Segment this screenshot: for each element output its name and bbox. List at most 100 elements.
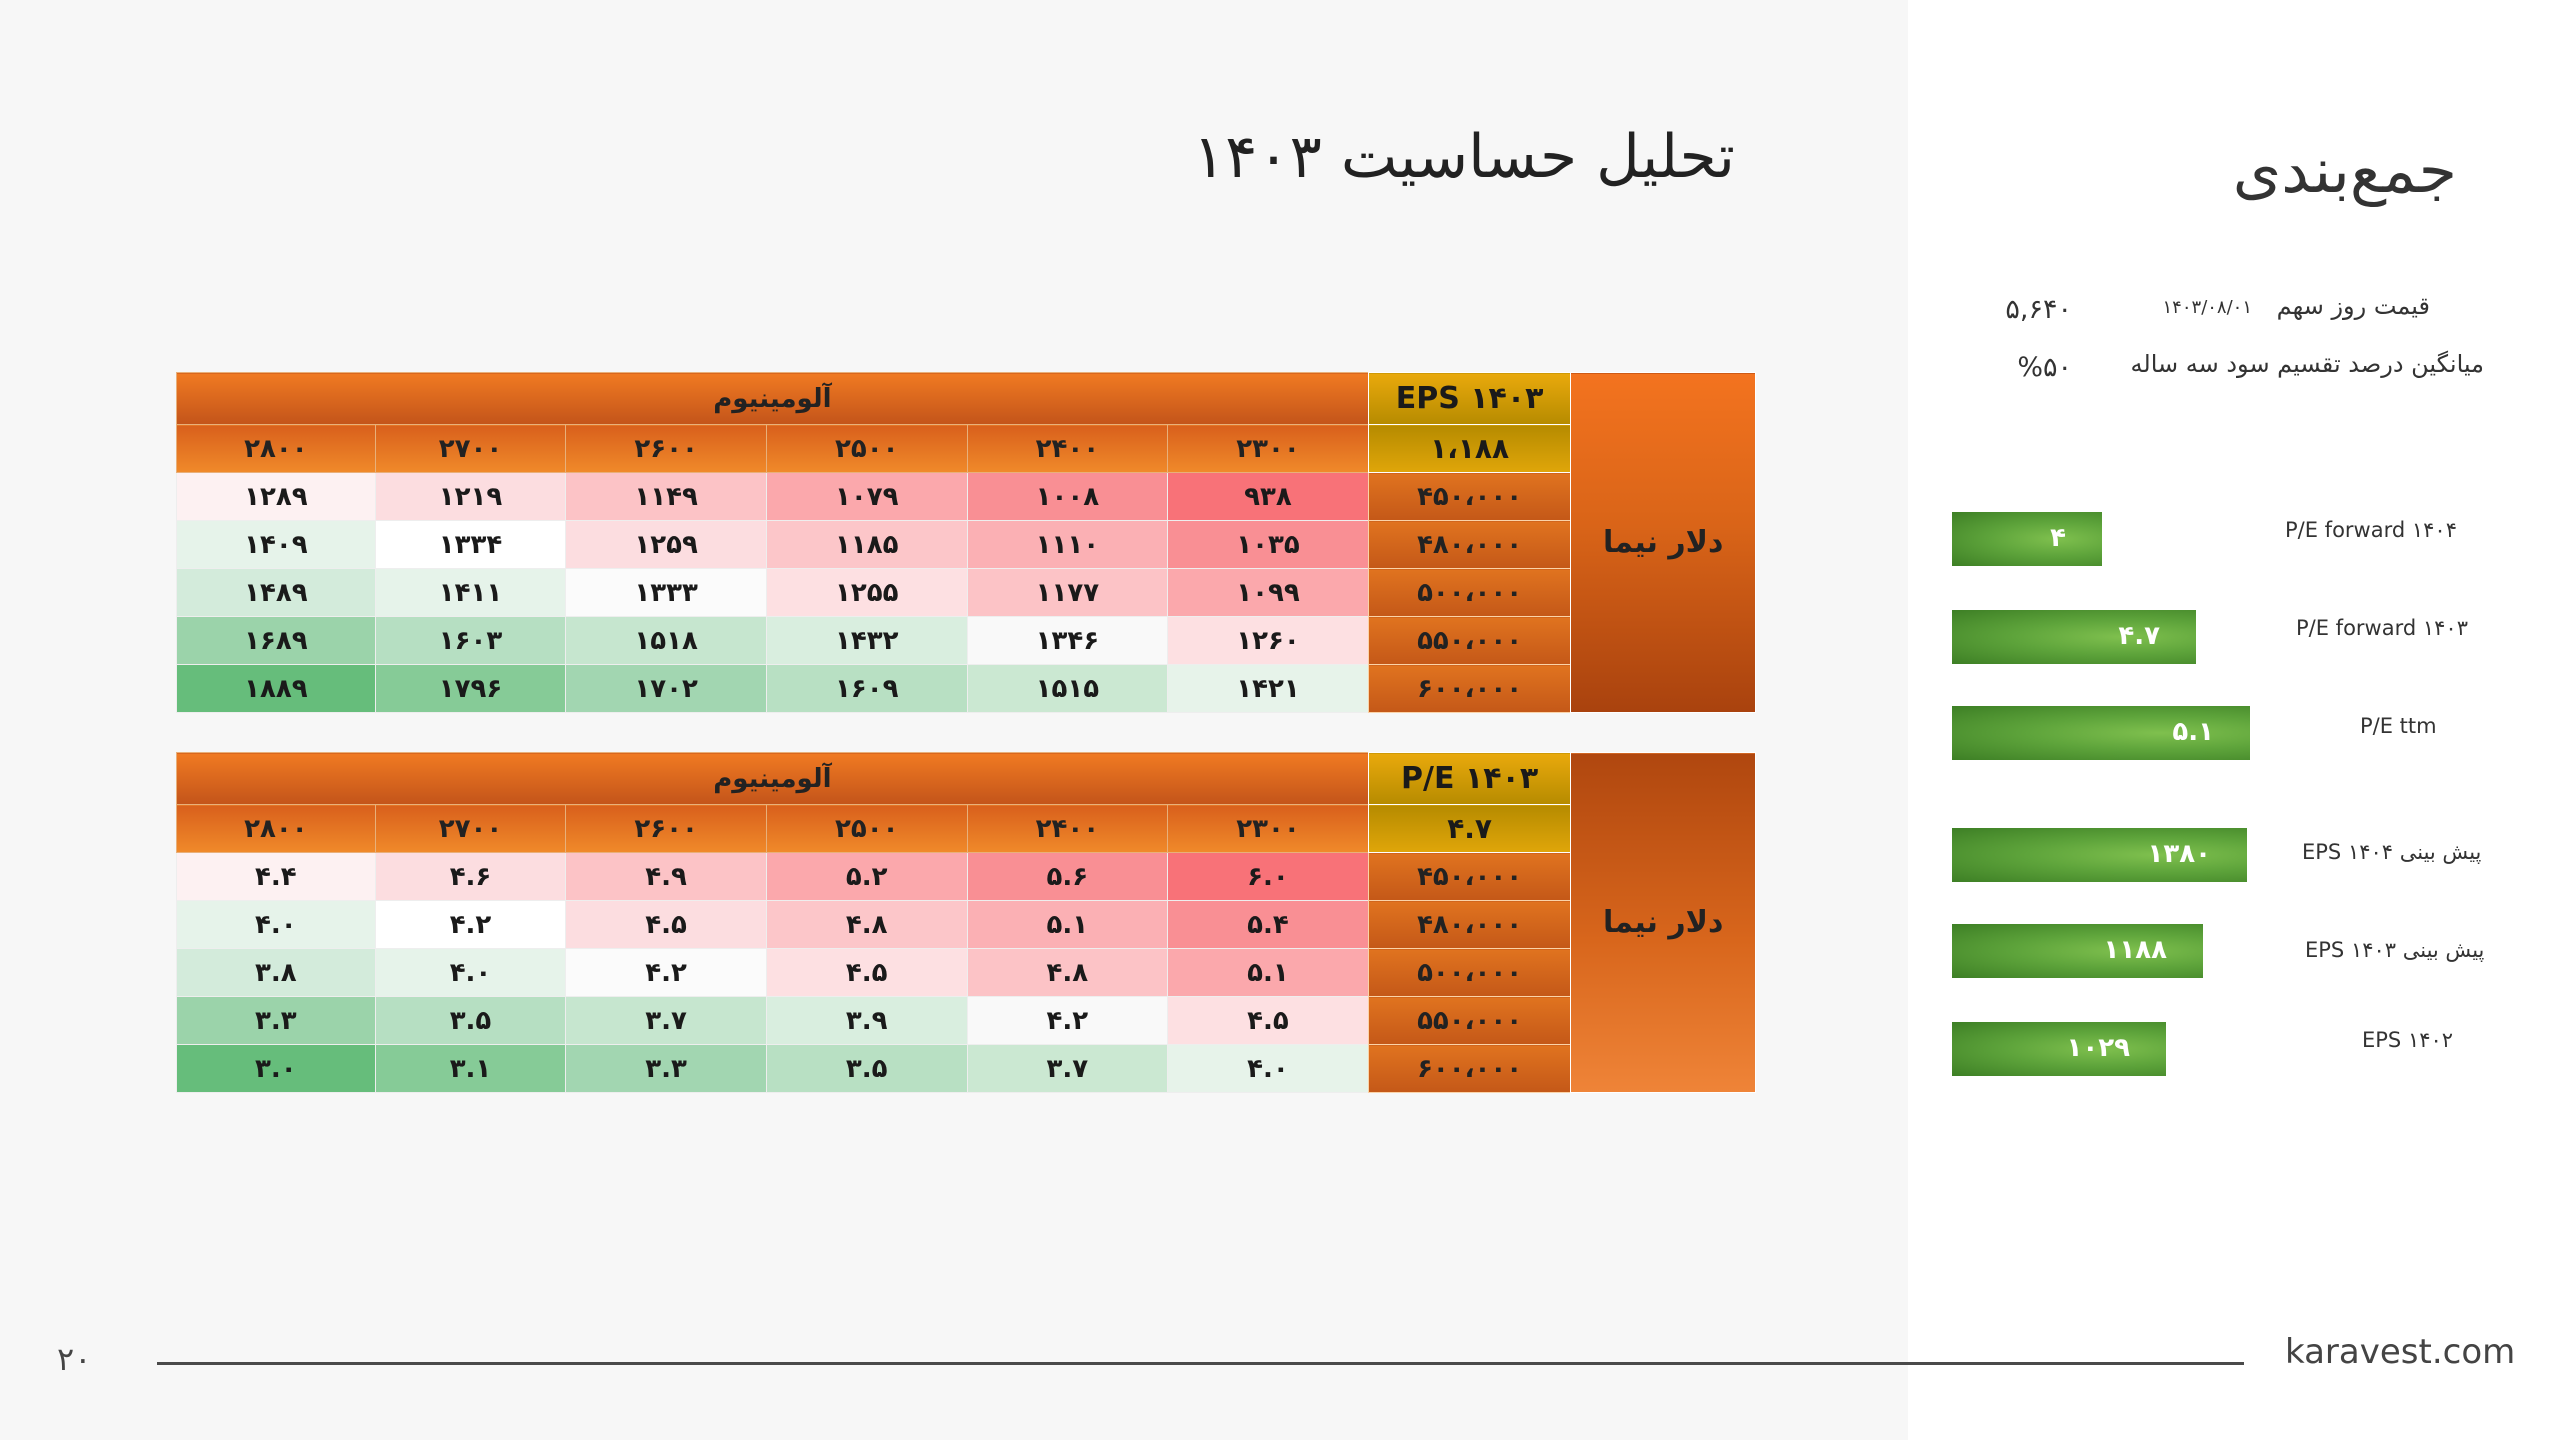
table-cell: ۳.۷	[966, 1044, 1169, 1093]
bar-value: ۴	[2050, 523, 2066, 553]
table-cell: ۱۰۷۹	[765, 472, 968, 521]
row-header: ۶۰۰،۰۰۰	[1367, 664, 1572, 713]
bar-label: P/E forward ۱۴۰۳	[2296, 616, 2468, 640]
table-cell: ۱۲۶۰	[1167, 616, 1369, 665]
table-row: ۴۸۰،۰۰۰ ۱۰۳۵ ۱۱۱۰ ۱۱۸۵ ۱۲۵۹ ۱۳۳۴ ۱۴۰۹	[176, 520, 1756, 569]
table-cell: ۳.۱	[374, 1044, 567, 1093]
table-cell: ۴.۲	[374, 900, 567, 949]
column-header: ۲۳۰۰	[1167, 804, 1369, 853]
dividend-label: میانگین درصد تقسیم سود سه ساله	[2130, 350, 2484, 378]
bar-fill: ۴.۷	[1952, 610, 2196, 664]
table-cell: ۱۴۰۹	[176, 520, 376, 569]
table-cell: ۱۲۱۹	[374, 472, 567, 521]
table-cell: ۱۷۰۲	[565, 664, 767, 713]
price-row: قیمت روز سهم ۱۴۰۳/۰۸/۰۱ ۵,۶۴۰	[2000, 292, 2430, 328]
column-header: ۲۳۰۰	[1167, 424, 1369, 473]
table-cell: ۳.۹	[765, 996, 968, 1045]
corner-title: P/E ۱۴۰۳	[1367, 752, 1572, 805]
row-header: ۵۰۰،۰۰۰	[1367, 948, 1572, 997]
table-cell: ۱۸۸۹	[176, 664, 376, 713]
eps-sensitivity-table: دلار نیما EPS ۱۴۰۳ آلومینیوم ۱،۱۸۸ ۲۳۰۰ …	[176, 372, 1756, 713]
row-header: ۴۵۰،۰۰۰	[1367, 472, 1572, 521]
table-cell: ۱۶۸۹	[176, 616, 376, 665]
table-cell: ۳.۵	[765, 1044, 968, 1093]
table-cell: ۱۴۳۲	[765, 616, 968, 665]
page-number: ۲۰	[57, 1340, 92, 1378]
table-cell: ۱۰۰۸	[966, 472, 1169, 521]
corner-value: ۴.۷	[1367, 804, 1572, 853]
column-header: ۲۷۰۰	[374, 804, 567, 853]
price-label: قیمت روز سهم	[2276, 292, 2430, 320]
column-header: ۲۸۰۰	[176, 804, 376, 853]
row-header: ۴۸۰،۰۰۰	[1367, 520, 1572, 569]
footer-divider	[157, 1362, 2244, 1365]
table-cell: ۱۵۱۵	[966, 664, 1169, 713]
bar-fill: ۱۱۸۸	[1952, 924, 2203, 978]
bar-fill: ۴	[1952, 512, 2102, 566]
bar-label: پیش بینی EPS ۱۴۰۳	[2305, 938, 2485, 962]
bar-label: P/E ttm	[2360, 714, 2437, 738]
dividend-value: %۵۰	[2017, 352, 2072, 383]
column-header: ۲۵۰۰	[765, 424, 968, 473]
row-header: ۵۰۰،۰۰۰	[1367, 568, 1572, 617]
column-header: ۲۴۰۰	[966, 804, 1169, 853]
table-cell: ۳.۷	[565, 996, 767, 1045]
pe-sensitivity-table: دلار نیما P/E ۱۴۰۳ آلومینیوم ۴.۷ ۲۳۰۰ ۲۴…	[176, 752, 1756, 1093]
table-cell: ۱۷۹۶	[374, 664, 567, 713]
table-cell: ۳.۰	[176, 1044, 376, 1093]
table-row: ۴۵۰،۰۰۰ ۶.۰ ۵.۶ ۵.۲ ۴.۹ ۴.۶ ۴.۴	[176, 852, 1756, 901]
table-row: ۵۰۰،۰۰۰ ۱۰۹۹ ۱۱۷۷ ۱۲۵۵ ۱۳۳۳ ۱۴۱۱ ۱۴۸۹	[176, 568, 1756, 617]
table-cell: ۴.۸	[765, 900, 968, 949]
table-cell: ۱۰۳۵	[1167, 520, 1369, 569]
table-cell: ۱۴۲۱	[1167, 664, 1369, 713]
table-cell: ۵.۶	[966, 852, 1169, 901]
table-cell: ۴.۶	[374, 852, 567, 901]
bar-label: پیش بینی EPS ۱۴۰۴	[2302, 840, 2482, 864]
column-header: ۲۷۰۰	[374, 424, 567, 473]
bar-value: ۱۱۸۸	[2103, 935, 2167, 965]
side-label: دلار نیما	[1570, 752, 1756, 1093]
table-cell: ۵.۱	[966, 900, 1169, 949]
table-cell: ۳.۳	[565, 1044, 767, 1093]
column-header: ۲۴۰۰	[966, 424, 1169, 473]
row-header: ۶۰۰،۰۰۰	[1367, 1044, 1572, 1093]
table-cell: ۱۱۴۹	[565, 472, 767, 521]
bar-value: ۴.۷	[2118, 621, 2160, 651]
table-cell: ۱۱۷۷	[966, 568, 1169, 617]
table-cell: ۴.۰	[374, 948, 567, 997]
table-cell: ۴.۰	[1167, 1044, 1369, 1093]
table-row: ۶۰۰،۰۰۰ ۴.۰ ۳.۷ ۳.۵ ۳.۳ ۳.۱ ۳.۰	[176, 1044, 1756, 1093]
row-header: ۴۸۰،۰۰۰	[1367, 900, 1572, 949]
table-cell: ۱۰۹۹	[1167, 568, 1369, 617]
main-panel	[0, 0, 1908, 1440]
table-cell: ۴.۵	[765, 948, 968, 997]
column-header: ۲۵۰۰	[765, 804, 968, 853]
table-cell: ۱۳۳۳	[565, 568, 767, 617]
table-row: ۵۵۰،۰۰۰ ۴.۵ ۴.۲ ۳.۹ ۳.۷ ۳.۵ ۳.۳	[176, 996, 1756, 1045]
table-cell: ۹۳۸	[1167, 472, 1369, 521]
group-header: آلومینیوم	[176, 752, 1369, 805]
table-cell: ۴.۹	[565, 852, 767, 901]
table-cell: ۴.۲	[565, 948, 767, 997]
column-header: ۲۶۰۰	[565, 804, 767, 853]
table-row: ۵۵۰،۰۰۰ ۱۲۶۰ ۱۳۴۶ ۱۴۳۲ ۱۵۱۸ ۱۶۰۳ ۱۶۸۹	[176, 616, 1756, 665]
page-title: تحلیل حساسیت ۱۴۰۳	[1192, 122, 1735, 192]
group-header: آلومینیوم	[176, 372, 1369, 425]
corner-value: ۱،۱۸۸	[1367, 424, 1572, 473]
bar-fill: ۱۰۲۹	[1952, 1022, 2166, 1076]
table-cell: ۳.۵	[374, 996, 567, 1045]
bar-fill: ۱۳۸۰	[1952, 828, 2247, 882]
bar-value: ۱۰۲۹	[2066, 1033, 2130, 1063]
table-row: ۴۵۰،۰۰۰ ۹۳۸ ۱۰۰۸ ۱۰۷۹ ۱۱۴۹ ۱۲۱۹ ۱۲۸۹	[176, 472, 1756, 521]
price-value: ۵,۶۴۰	[2005, 294, 2072, 325]
table-cell: ۱۲۵۵	[765, 568, 968, 617]
table-cell: ۴.۵	[1167, 996, 1369, 1045]
table-cell: ۶.۰	[1167, 852, 1369, 901]
table-cell: ۱۶۰۳	[374, 616, 567, 665]
table-cell: ۱۱۱۰	[966, 520, 1169, 569]
table-row: ۴۸۰،۰۰۰ ۵.۴ ۵.۱ ۴.۸ ۴.۵ ۴.۲ ۴.۰	[176, 900, 1756, 949]
table-cell: ۴.۸	[966, 948, 1169, 997]
table-cell: ۱۱۸۵	[765, 520, 968, 569]
bar-value: ۵.۱	[2172, 717, 2214, 747]
table-cell: ۵.۲	[765, 852, 968, 901]
